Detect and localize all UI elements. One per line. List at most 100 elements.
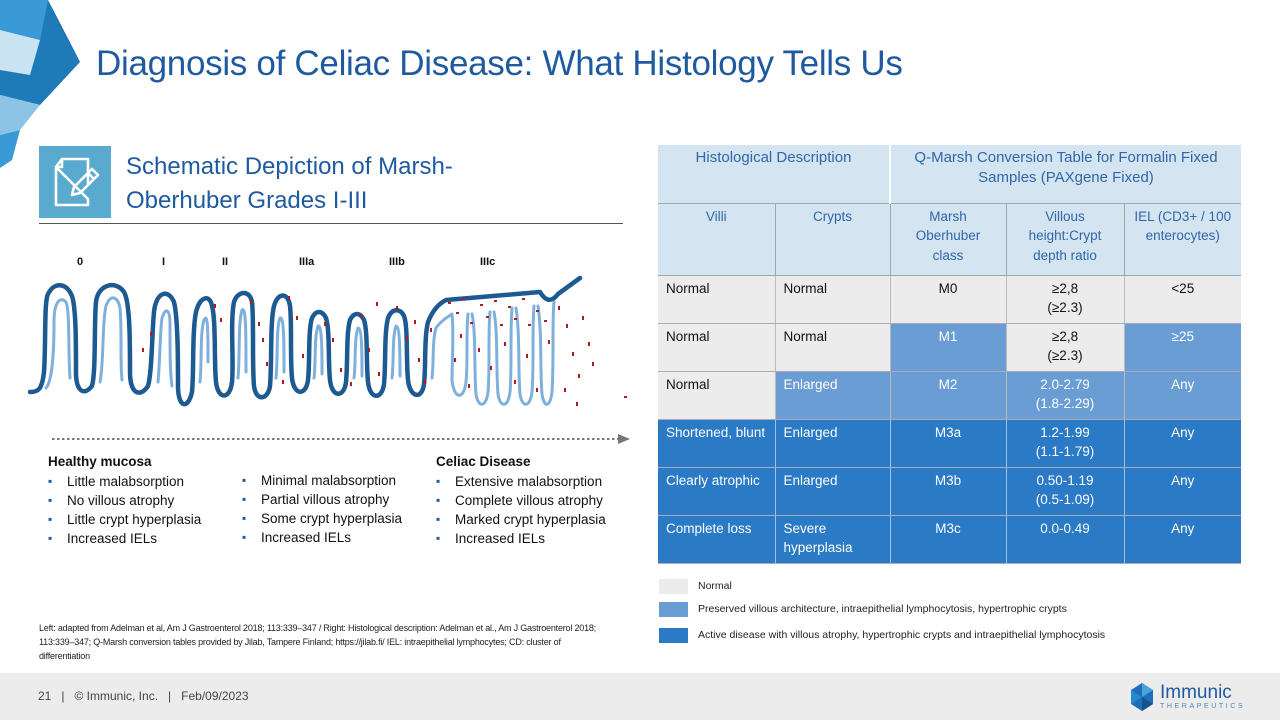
immunic-logo: Immunic THERAPEUTICS <box>1130 681 1245 713</box>
table-cell: ≥25 <box>1124 323 1241 372</box>
logo-tagline: THERAPEUTICS <box>1160 703 1246 710</box>
table-cell: Any <box>1124 467 1241 516</box>
grade-labels: 0 I II IIIa IIIb IIIc <box>0 256 640 272</box>
table-cell: Normal <box>658 275 776 324</box>
column-header: IEL (CD3+ / 100 enterocytes) <box>1124 203 1241 276</box>
list-item: Partial villous atrophy <box>242 490 432 509</box>
table-row: Normal Enlarged M2 2.0-2.79 (1.8-2.29) An… <box>658 371 1241 420</box>
list-item: Increased IELs <box>436 529 616 548</box>
page-title: Diagnosis of Celiac Disease: What Histol… <box>96 44 903 83</box>
table-cell: ≥2,8 (≥2.3) <box>1006 275 1125 324</box>
table-cell: <25 <box>1124 275 1241 324</box>
ratio-value: ≥2,8 <box>1051 280 1079 296</box>
table-row: Complete loss Severe hyperplasia M3c 0.0… <box>658 515 1241 564</box>
intermediate-column: Minimal malabsorption Partial villous at… <box>242 471 432 547</box>
table-cell: Normal <box>775 323 891 372</box>
document-edit-icon <box>54 157 100 207</box>
page-number: 21 <box>38 689 52 703</box>
column-title: Celiac Disease <box>436 454 531 469</box>
ratio-value: 1.2-1.99 <box>1040 424 1090 440</box>
table-cell: 0.0-0.49 <box>1006 515 1125 564</box>
legend-label: Active disease with villous atrophy, hyp… <box>698 629 1106 641</box>
section-icon-box <box>39 146 111 218</box>
legend-swatch <box>659 578 688 594</box>
copyright: © Immunic, Inc. <box>74 689 159 703</box>
table-cell: 2.0-2.79 (1.8-2.29) <box>1006 371 1125 420</box>
column-header: Crypts <box>775 203 891 276</box>
legend-item: Normal <box>659 578 732 594</box>
corner-decoration <box>0 0 80 168</box>
healthy-mucosa-column: Healthy mucosa Little malabsorption No v… <box>48 452 238 548</box>
footer-separator: | <box>54 689 72 703</box>
table-cell: Complete loss <box>658 515 776 564</box>
ratio-alt-value: (1.8-2.29) <box>1035 396 1095 411</box>
table-cell: Shortened, blunt <box>658 419 776 468</box>
list-item: Little malabsorption <box>48 472 238 491</box>
table-cell: Enlarged <box>775 467 891 516</box>
list-item: Extensive malabsorption <box>436 472 616 491</box>
grade-label: IIIa <box>299 256 315 268</box>
ratio-alt-value: (1.1-1.79) <box>1035 444 1095 459</box>
footer-date: Feb/09/2023 <box>181 689 249 703</box>
q-marsh-table-container: Histological Description Q-Marsh Convers… <box>658 145 1241 564</box>
table-cell: Enlarged <box>775 371 891 420</box>
grade-label: I <box>162 256 166 268</box>
table-cell: Any <box>1124 419 1241 468</box>
table-cell: Normal <box>658 371 776 420</box>
table-row: Normal Normal M0 ≥2,8 (≥2.3) <25 <box>658 275 1241 324</box>
table-header-cell: Histological Description <box>658 145 891 204</box>
grade-label: 0 <box>77 256 84 268</box>
ratio-value: 0.50-1.19 <box>1036 472 1094 488</box>
ratio-alt-value: (0.5-1.09) <box>1035 492 1095 507</box>
table-cell: Normal <box>775 275 891 324</box>
table-cell: Enlarged <box>775 419 891 468</box>
table-header-row: Histological Description Q-Marsh Convers… <box>658 145 1241 204</box>
legend-swatch <box>659 627 688 643</box>
table-cell: Clearly atrophic <box>658 467 776 516</box>
table-subheader-row: Villi Crypts Marsh Oberhuber class Villo… <box>658 203 1241 276</box>
table-cell: Severe hyperplasia <box>775 515 891 564</box>
table-cell: M0 <box>890 275 1007 324</box>
footer-bar: 21 | © Immunic, Inc. | Feb/09/2023 <box>0 673 1280 720</box>
grade-label: II <box>222 256 229 268</box>
ratio-alt-value: (≥2.3) <box>1047 348 1083 363</box>
celiac-disease-column: Celiac Disease Extensive malabsorption C… <box>436 452 616 548</box>
q-marsh-table: Histological Description Q-Marsh Convers… <box>658 145 1241 564</box>
list-item: Complete villous atrophy <box>436 491 616 510</box>
legend-label: Normal <box>698 580 732 592</box>
ratio-value: 0.0-0.49 <box>1040 520 1090 536</box>
list-item: No villous atrophy <box>48 491 238 510</box>
immunic-logo-icon <box>1131 683 1153 711</box>
column-header: Villi <box>658 203 776 276</box>
footer-text: 21 | © Immunic, Inc. | Feb/09/2023 <box>38 689 249 703</box>
table-cell: 1.2-1.99 (1.1-1.79) <box>1006 419 1125 468</box>
column-title: Healthy mucosa <box>48 454 152 469</box>
list-item: Increased IELs <box>242 528 432 547</box>
ratio-alt-value: (≥2.3) <box>1047 300 1083 315</box>
table-row: Normal Normal M1 ≥2,8 (≥2.3) ≥25 <box>658 323 1241 372</box>
legend-item: Active disease with villous atrophy, hyp… <box>659 627 1105 643</box>
table-header-cell: Q-Marsh Conversion Table for Formalin Fi… <box>890 145 1241 204</box>
table-cell: M3a <box>890 419 1007 468</box>
table-row: Clearly atrophic Enlarged M3b 0.50-1.19 (… <box>658 467 1241 516</box>
table-cell: M3c <box>890 515 1007 564</box>
list-item: Some crypt hyperplasia <box>242 509 432 528</box>
list-item: Minimal malabsorption <box>242 471 432 490</box>
table-cell: Normal <box>658 323 776 372</box>
iel-dots <box>142 296 627 406</box>
table-cell: Any <box>1124 371 1241 420</box>
footer-separator: | <box>161 689 178 703</box>
villi-outline <box>27 275 583 407</box>
list-item: Marked crypt hyperplasia <box>436 510 616 529</box>
table-cell: Any <box>1124 515 1241 564</box>
grade-label: IIIb <box>389 256 405 268</box>
progression-arrow <box>52 434 630 444</box>
ratio-value: 2.0-2.79 <box>1040 376 1090 392</box>
section-heading: Schematic Depiction of Marsh-Oberhuber G… <box>126 153 453 214</box>
legend-item: Preserved villous architecture, intraepi… <box>659 601 1067 617</box>
table-cell: 0.50-1.19 (0.5-1.09) <box>1006 467 1125 516</box>
column-header: Marsh Oberhuber class <box>890 203 1007 276</box>
grade-label: IIIc <box>480 256 496 268</box>
logo-name: Immunic <box>1160 682 1232 703</box>
legend-swatch <box>659 601 688 617</box>
